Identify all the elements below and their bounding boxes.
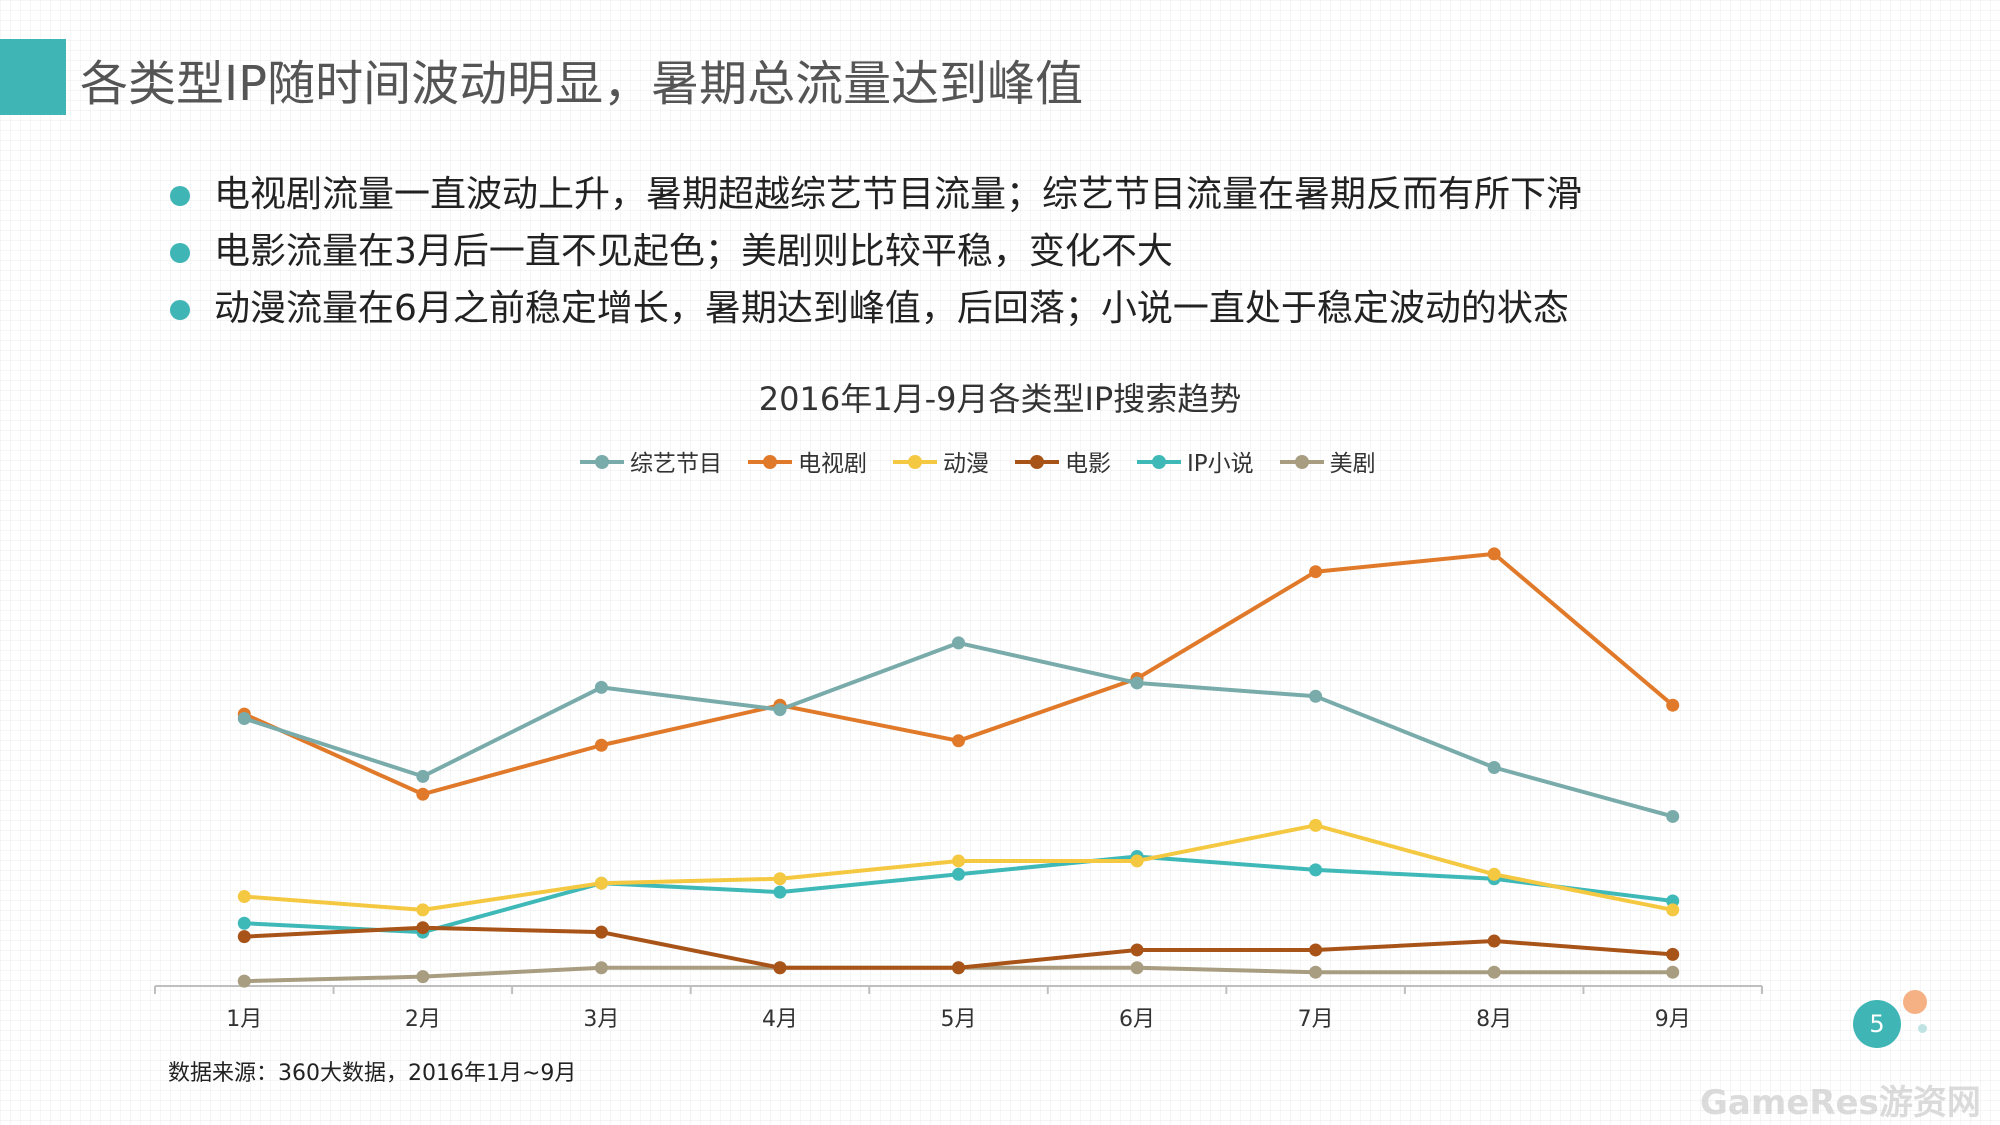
data-point [1487,934,1501,948]
legend-swatch-icon [1279,449,1324,473]
data-point [1309,943,1323,957]
legend-item: 电影 [1015,444,1111,478]
data-point [952,636,965,650]
data-point [416,903,430,917]
watermark-text: GameRes游资网 [1700,1083,1981,1123]
data-point [952,854,965,868]
data-point [416,970,430,984]
decorative-dot [1903,990,1927,1014]
legend-label: 电视剧 [798,451,867,477]
data-point [1130,943,1144,957]
data-point [1309,565,1323,579]
legend-label: 动漫 [943,451,989,477]
data-point [1309,818,1323,832]
data-point [1666,903,1680,917]
data-point [237,930,251,944]
data-point [1666,965,1680,979]
bullet-text: 电影流量在3月后一直不见起色；美剧则比较平稳，变化不大 [214,231,1173,272]
bullet-dot-icon [170,243,190,263]
data-point [1309,965,1323,979]
x-tick-label: 5月 [941,1007,977,1032]
data-point [952,961,965,975]
legend-swatch-icon [1015,449,1059,473]
legend-swatch-icon [580,449,624,473]
title-accent-block [0,39,66,115]
data-point [416,787,430,801]
data-point [1309,863,1323,877]
data-point [594,876,608,890]
series-line [242,640,1675,819]
legend-item: 综艺节目 [580,444,722,478]
data-point [1666,894,1680,908]
x-tick-label: 4月 [762,1007,798,1032]
data-point [1666,947,1680,961]
x-tick-label: 3月 [583,1007,619,1032]
data-source-note: 数据来源：360大数据，2016年1月~9月 [168,1061,577,1086]
data-point [1666,809,1680,823]
data-point [237,890,251,904]
legend-item: 电视剧 [748,444,867,478]
chart-title: 2016年1月-9月各类型IP搜索趋势 [758,380,1242,418]
legend-label: IP小说 [1187,451,1254,477]
data-point [773,885,787,899]
data-point [1487,547,1501,561]
data-point [416,769,430,783]
data-point [237,712,251,726]
legend-item: 美剧 [1279,444,1376,478]
data-point [1130,961,1144,975]
data-point [1309,689,1323,703]
decorative-dot [1918,1024,1927,1033]
legend-label: 综艺节目 [630,451,722,477]
data-point [594,961,608,975]
x-tick-label: 8月 [1476,1007,1512,1032]
bullet-text: 动漫流量在6月之前稳定增长，暑期达到峰值，后回落；小说一直处于稳定波动的状态 [214,288,1569,329]
bullet-text: 电视剧流量一直波动上升，暑期超越综艺节目流量；综艺节目流量在暑期反而有所下滑 [214,174,1583,215]
x-tick-label: 2月 [405,1007,441,1032]
legend-label: 美剧 [1329,451,1376,477]
bullet-dot-icon [170,300,190,320]
data-point [1130,854,1144,868]
data-point [1130,676,1144,690]
series-line [242,823,1675,912]
data-point [237,916,251,930]
page-number-badge: 5 [1853,1000,1901,1048]
legend-swatch-icon [748,449,792,473]
legend-swatch-icon [893,449,937,473]
page-title: 各类型IP随时间波动明显，暑期总流量达到峰值 [80,56,1084,112]
bullet-dot-icon [170,186,190,206]
data-point [594,738,608,752]
data-point [773,703,787,717]
chart-legend: 综艺节目 电视剧 动漫 电影 IP小说 美剧 [580,444,1402,478]
x-tick-label: 1月 [226,1007,262,1032]
data-point [1487,761,1501,774]
data-point [952,734,965,748]
data-point [416,921,430,935]
legend-item: IP小说 [1137,444,1254,478]
data-point [237,974,251,988]
data-point [1666,698,1680,712]
data-point [952,867,965,881]
data-point [594,925,608,939]
data-point [1487,965,1501,979]
data-point [773,961,787,975]
x-tick-label: 6月 [1119,1007,1155,1032]
legend-swatch-icon [1137,449,1181,473]
x-tick-label: 7月 [1298,1007,1334,1032]
data-point [773,872,787,886]
legend-item: 动漫 [893,444,989,478]
legend-label: 电影 [1065,451,1111,477]
data-point [1487,867,1501,881]
data-point [594,680,608,694]
x-tick-label: 9月 [1655,1007,1691,1032]
